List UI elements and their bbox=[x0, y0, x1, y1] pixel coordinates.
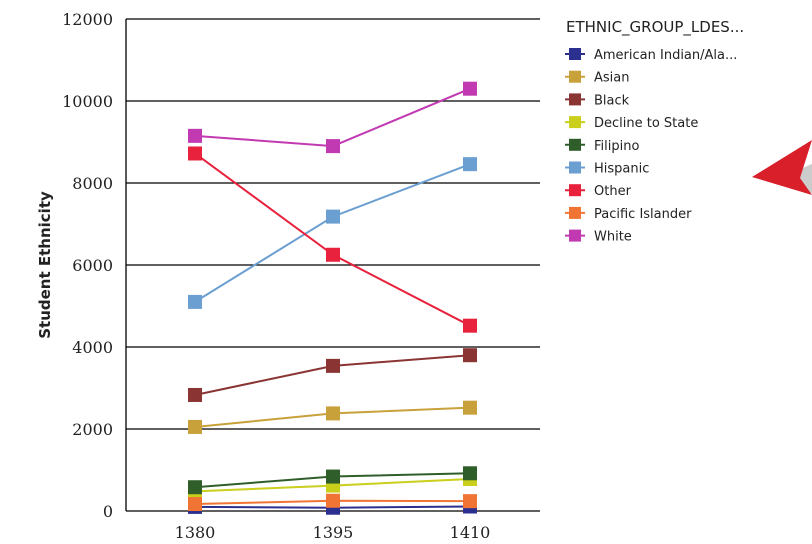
legend-item: Filipino bbox=[565, 138, 639, 154]
legend-item: Pacific Islander bbox=[565, 206, 692, 222]
legend-label: Pacific Islander bbox=[594, 207, 692, 222]
series-white bbox=[188, 81, 477, 154]
legend-swatch bbox=[569, 93, 581, 106]
legend-label: Black bbox=[594, 93, 630, 108]
data-point bbox=[463, 348, 477, 363]
legend-swatch bbox=[569, 70, 581, 83]
legend-item: White bbox=[565, 229, 632, 245]
x-tick-labels: 1380 1395 1410 bbox=[175, 523, 491, 542]
y-tick-label: 4000 bbox=[72, 338, 113, 357]
data-point bbox=[188, 146, 202, 161]
data-point bbox=[188, 480, 202, 495]
data-point bbox=[188, 497, 202, 512]
data-point bbox=[463, 400, 477, 415]
gridlines bbox=[126, 18, 540, 512]
series-black bbox=[188, 348, 477, 402]
y-tick-label: 12000 bbox=[62, 10, 113, 29]
series-other bbox=[188, 146, 477, 333]
data-point bbox=[188, 387, 202, 402]
data-point bbox=[326, 247, 340, 262]
legend-title: ETHNIC_GROUP_LDES... bbox=[566, 18, 744, 37]
data-point bbox=[463, 81, 477, 96]
data-point bbox=[326, 358, 340, 373]
legend-item: Black bbox=[565, 93, 630, 108]
data-point bbox=[188, 419, 202, 434]
legend-label: Decline to State bbox=[594, 116, 698, 131]
y-tick-label: 10000 bbox=[62, 92, 113, 111]
legend-swatch bbox=[569, 206, 581, 219]
legend-item: Asian bbox=[565, 70, 629, 86]
legend-label: Hispanic bbox=[594, 162, 649, 177]
legend-swatch bbox=[569, 138, 581, 151]
y-tick-label: 0 bbox=[103, 502, 113, 521]
y-tick-label: 8000 bbox=[72, 174, 113, 193]
data-point bbox=[326, 493, 340, 508]
legend-item: Other bbox=[565, 184, 632, 199]
data-point bbox=[326, 139, 340, 154]
y-axis-title: Student Ethnicity bbox=[36, 191, 54, 339]
legend-label: Other bbox=[594, 184, 632, 199]
legend-swatch bbox=[569, 229, 581, 242]
y-tick-labels: 0 2000 4000 6000 8000 10000 12000 bbox=[62, 10, 113, 521]
series-asian bbox=[188, 400, 477, 434]
legend-swatch bbox=[569, 184, 581, 197]
series-line bbox=[194, 87, 471, 148]
data-point bbox=[326, 469, 340, 484]
legend-label: White bbox=[594, 230, 632, 245]
x-tick-label: 1395 bbox=[313, 523, 354, 542]
y-tick-label: 2000 bbox=[72, 420, 113, 439]
data-point bbox=[463, 318, 477, 333]
data-point bbox=[326, 209, 340, 224]
legend-item: Hispanic bbox=[565, 161, 649, 177]
data-point bbox=[463, 157, 477, 172]
y-tick-label: 6000 bbox=[72, 256, 113, 275]
data-point bbox=[326, 406, 340, 421]
data-point bbox=[463, 466, 477, 481]
legend-swatch bbox=[569, 161, 581, 174]
series-filipino bbox=[188, 466, 477, 495]
x-tick-label: 1410 bbox=[450, 523, 491, 542]
legend-item: Decline to State bbox=[565, 116, 698, 131]
legend-swatch bbox=[569, 48, 581, 60]
legend-items: American Indian/Ala... Asian Black Decline … bbox=[565, 48, 737, 245]
series-pacific-islander bbox=[188, 493, 477, 512]
x-tick-label: 1380 bbox=[175, 523, 216, 542]
data-point bbox=[463, 494, 477, 509]
data-point bbox=[188, 294, 202, 309]
data-point bbox=[188, 128, 202, 143]
legend-item: American Indian/Ala... bbox=[565, 48, 737, 63]
series-layer bbox=[188, 81, 477, 515]
series-hispanic bbox=[188, 157, 477, 309]
legend-label: Filipino bbox=[594, 139, 639, 154]
legend-swatch bbox=[569, 116, 581, 129]
annotation-arrow bbox=[752, 140, 812, 195]
legend: ETHNIC_GROUP_LDES... American Indian/Ala… bbox=[565, 18, 744, 245]
legend-label: Asian bbox=[594, 71, 629, 86]
legend-label: American Indian/Ala... bbox=[594, 48, 737, 63]
